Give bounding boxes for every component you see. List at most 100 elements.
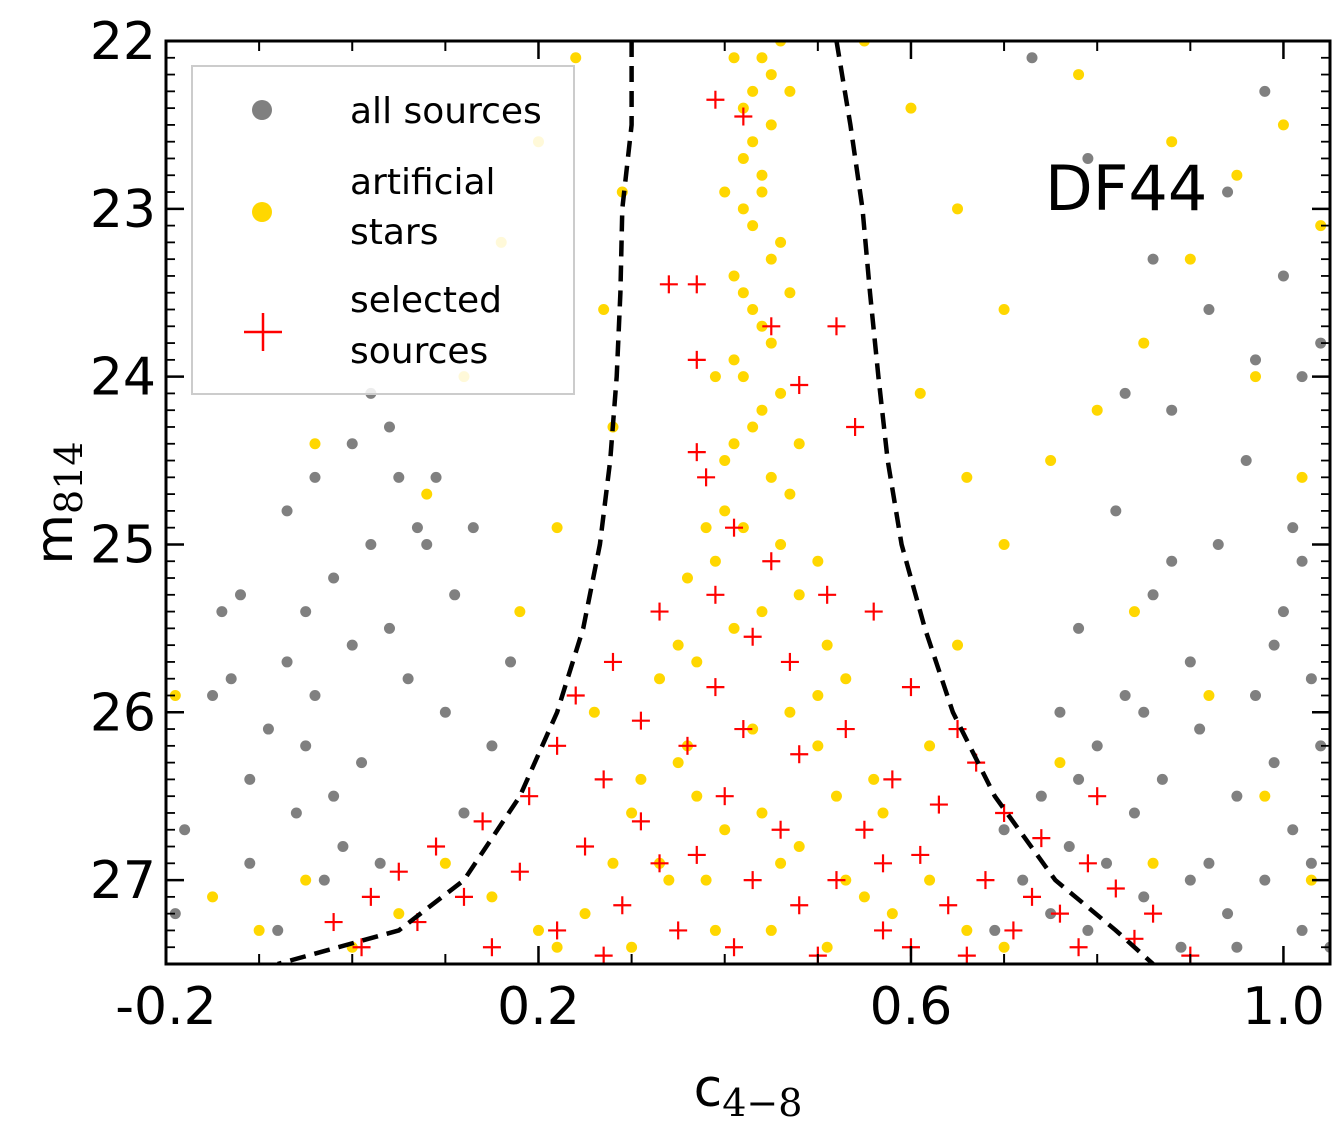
artificial-star-point bbox=[775, 857, 787, 869]
y-tick-label: 24 bbox=[90, 348, 156, 408]
selected-source-point bbox=[725, 938, 744, 957]
artificial-star-point bbox=[1091, 404, 1103, 416]
selected-source-point bbox=[650, 854, 669, 873]
source-point bbox=[430, 471, 442, 483]
source-point bbox=[421, 538, 433, 550]
artificial-star-point bbox=[1128, 606, 1140, 618]
source-point bbox=[383, 622, 395, 634]
artificial-star-point bbox=[1138, 337, 1150, 349]
source-point bbox=[1101, 857, 1113, 869]
selected-source-point bbox=[520, 787, 539, 806]
artificial-star-point bbox=[691, 790, 703, 802]
x-axis-label-sub: 4−8 bbox=[722, 1081, 802, 1125]
selected-source-point bbox=[883, 770, 902, 789]
source-point bbox=[356, 757, 368, 769]
artificial-star-point bbox=[672, 639, 684, 651]
source-point bbox=[1054, 706, 1066, 718]
selected-source-point bbox=[976, 871, 995, 890]
legend-marker-artificial-stars bbox=[252, 202, 272, 222]
selected-source-point bbox=[957, 946, 976, 964]
selected-source-point bbox=[1078, 854, 1097, 873]
artificial-star-point bbox=[1305, 874, 1317, 886]
selected-source-point bbox=[725, 518, 744, 537]
artificial-star-point bbox=[570, 52, 582, 64]
artificial-star-point bbox=[886, 908, 898, 920]
source-point bbox=[281, 656, 293, 668]
artificial-star-point bbox=[756, 404, 768, 416]
source-point bbox=[1119, 689, 1131, 701]
selected-source-point bbox=[743, 627, 762, 646]
source-point bbox=[1138, 706, 1150, 718]
source-point bbox=[449, 589, 461, 601]
source-point bbox=[1128, 807, 1140, 819]
legend: all sources artificial stars selected so… bbox=[191, 65, 575, 395]
source-point bbox=[1296, 371, 1308, 383]
artificial-star-point bbox=[719, 455, 731, 467]
artificial-star-point bbox=[1277, 119, 1289, 131]
selected-source-point bbox=[743, 871, 762, 890]
artificial-star-point bbox=[1315, 220, 1327, 232]
source-point bbox=[486, 740, 498, 752]
legend-label-artificial-line1: artificial bbox=[350, 162, 496, 203]
selected-source-point bbox=[482, 938, 501, 957]
source-point bbox=[337, 841, 349, 853]
artificial-star-point bbox=[793, 841, 805, 853]
artificial-star-point bbox=[681, 572, 693, 584]
artificial-star-point bbox=[691, 656, 703, 668]
selected-source-point bbox=[818, 585, 837, 604]
source-point bbox=[1231, 941, 1243, 953]
source-point bbox=[234, 589, 246, 601]
artificial-star-point bbox=[877, 807, 889, 819]
source-point bbox=[1091, 740, 1103, 752]
artificial-star-point bbox=[663, 874, 675, 886]
galaxy-annotation: DF44 bbox=[1045, 152, 1207, 225]
selected-source-point bbox=[706, 90, 725, 109]
artificial-star-point bbox=[756, 320, 768, 332]
source-point bbox=[1296, 555, 1308, 567]
artificial-star-point bbox=[737, 522, 749, 534]
selection-boundary bbox=[277, 41, 1155, 964]
source-point bbox=[374, 857, 386, 869]
y-axis-label: m814 bbox=[25, 441, 91, 564]
source-point bbox=[1119, 387, 1131, 399]
selected-source-point bbox=[706, 585, 725, 604]
artificial-star-point bbox=[775, 538, 787, 550]
artificial-star-point bbox=[1296, 471, 1308, 483]
source-point bbox=[467, 522, 479, 534]
selected-source-point bbox=[1106, 879, 1125, 898]
selected-source-point bbox=[650, 602, 669, 621]
artificial-star-point bbox=[756, 807, 768, 819]
selected-source-point bbox=[734, 720, 753, 739]
artificial-star-point bbox=[821, 941, 833, 953]
artificial-star-point bbox=[812, 740, 824, 752]
x-tick-label: 1.0 bbox=[1242, 977, 1325, 1037]
source-point bbox=[1194, 723, 1206, 735]
artificial-star-point bbox=[747, 304, 759, 316]
source-point bbox=[365, 538, 377, 550]
selected-source-point bbox=[771, 820, 790, 839]
source-point bbox=[998, 824, 1010, 836]
source-point bbox=[1287, 522, 1299, 534]
artificial-star-point bbox=[1184, 253, 1196, 265]
artificial-star-point bbox=[765, 253, 777, 265]
artificial-star-point bbox=[1073, 69, 1085, 81]
source-point bbox=[1250, 354, 1262, 366]
source-point bbox=[1277, 270, 1289, 282]
artificial-star-point bbox=[626, 941, 638, 953]
axis-ticks: -0.2 0.2 0.6 1.0 22 23 24 25 26 27 bbox=[90, 12, 1330, 1037]
legend-box bbox=[191, 65, 575, 395]
x-axis-label-main: c bbox=[694, 1059, 723, 1119]
source-point bbox=[402, 673, 414, 685]
selected-source-point bbox=[939, 896, 958, 915]
source-point bbox=[439, 706, 451, 718]
data-points bbox=[169, 41, 1330, 964]
selected-source-point bbox=[846, 417, 865, 436]
x-axis-label: c4−8 bbox=[694, 1059, 803, 1125]
source-point bbox=[458, 807, 470, 819]
selected-source-point bbox=[734, 107, 753, 126]
source-point bbox=[281, 505, 293, 517]
source-point bbox=[1231, 790, 1243, 802]
artificial-star-point bbox=[793, 589, 805, 601]
selected-source-point bbox=[659, 275, 678, 294]
artificial-star-point bbox=[924, 740, 936, 752]
